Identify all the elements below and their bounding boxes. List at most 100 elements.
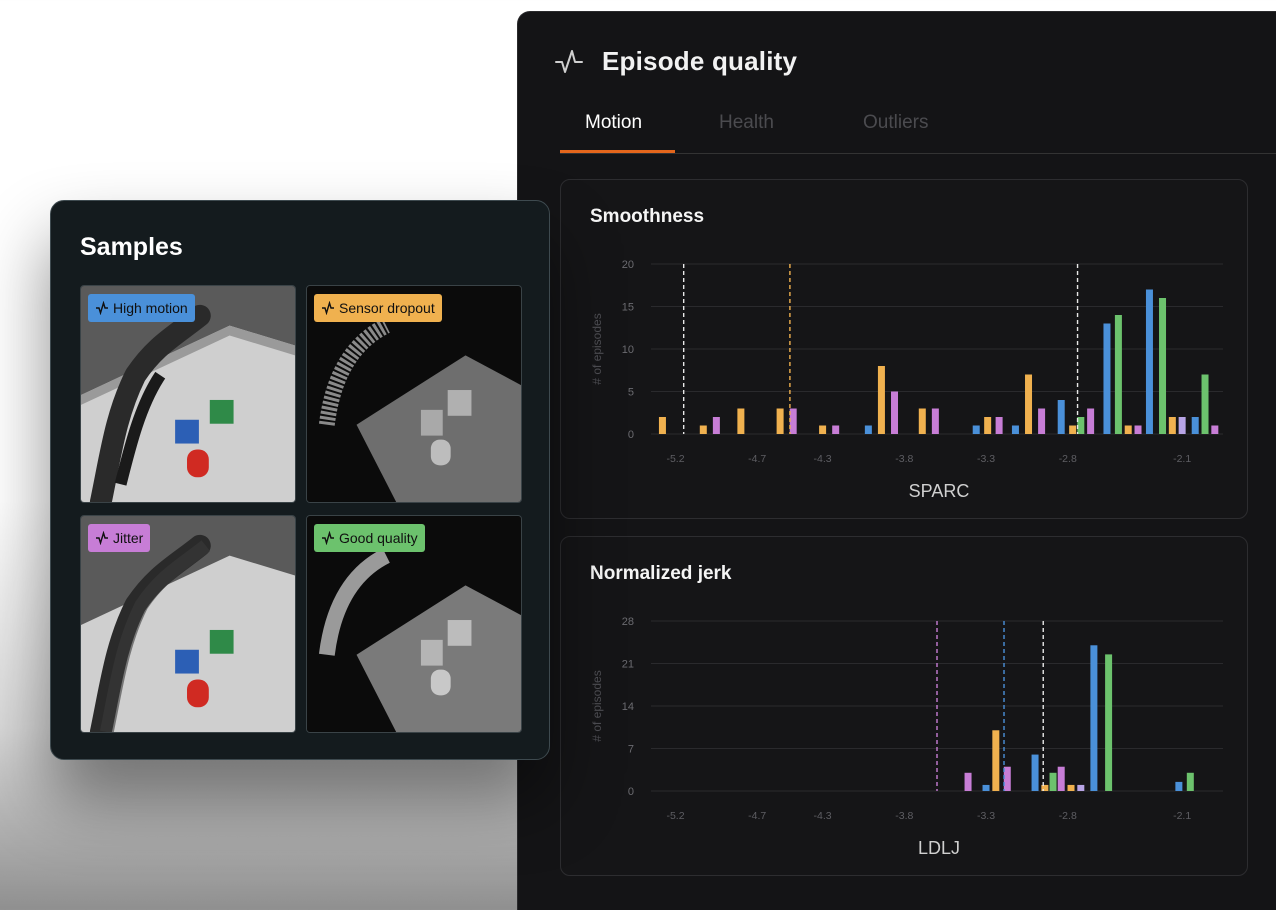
tab-health[interactable]: Health	[719, 112, 774, 133]
smoothness-chart: 0 5 10 15 20 # of episodes -5.2 -4.7 -4.3 -3.8 -3.…	[590, 259, 1223, 501]
activity-icon	[96, 301, 108, 315]
x-tick-label: -3.3	[977, 810, 995, 822]
tag-jitter: Jitter	[88, 524, 151, 552]
histogram-bar	[1186, 772, 1194, 791]
x-tick-label: -2.1	[1173, 810, 1191, 822]
tab-bar: Motion Health Outliers	[560, 102, 1276, 154]
histogram-bar	[1031, 754, 1039, 791]
histogram-bar	[1201, 374, 1209, 434]
x-tick-label: -5.2	[666, 810, 684, 822]
x-tick-label: -4.7	[748, 453, 766, 465]
x-tick-label: -3.3	[977, 453, 995, 465]
histogram-bar	[1003, 766, 1011, 791]
histogram-bar	[1175, 781, 1183, 791]
tag-high-motion: High motion	[88, 294, 195, 322]
histogram-bar	[1191, 417, 1199, 434]
histogram-bar	[699, 425, 707, 434]
smoothness-card: Smoothness 0 5 10 15 20 # of episodes -5.2 -4.7…	[560, 179, 1248, 519]
histogram-bar	[819, 425, 827, 434]
panel-header: Episode quality	[554, 46, 797, 77]
histogram-bar	[931, 408, 939, 434]
histogram-bar	[1134, 425, 1142, 434]
histogram-bar	[891, 391, 899, 434]
histogram-bar	[737, 408, 745, 434]
histogram-bar	[877, 366, 885, 434]
histogram-bar	[776, 408, 784, 434]
histogram-bar	[1090, 645, 1098, 791]
histogram-bar	[1105, 654, 1113, 791]
histogram-bar	[1057, 766, 1065, 791]
robot-camera-image	[81, 286, 295, 502]
tag-label: Good quality	[339, 530, 418, 546]
y-tick-label: 21	[622, 659, 634, 671]
y-tick-label: 0	[628, 786, 634, 798]
histogram-bar	[1145, 289, 1153, 434]
tag-good-quality: Good quality	[314, 524, 425, 552]
histogram-bar	[789, 408, 797, 434]
active-tab-indicator	[560, 150, 675, 153]
samples-panel: Samples High motion Sensor dro	[50, 200, 550, 760]
x-tick-label: -3.8	[895, 453, 913, 465]
y-axis-label: # of episodes	[590, 313, 604, 384]
histogram-bar	[712, 417, 720, 434]
histogram-bar	[1057, 400, 1065, 434]
y-tick-label: 10	[622, 344, 634, 356]
x-tick-label: -4.3	[814, 810, 832, 822]
histogram-bar	[964, 772, 972, 791]
depth-image	[307, 286, 521, 502]
robot-camera-image	[81, 516, 295, 732]
histogram-bar	[1211, 425, 1219, 434]
histogram-bar	[1011, 425, 1019, 434]
depth-image	[307, 516, 521, 732]
y-tick-label: 5	[628, 387, 634, 399]
x-axis-label: LDLJ	[918, 838, 960, 858]
histogram-bar	[918, 408, 926, 434]
y-tick-label: 28	[622, 616, 634, 628]
sample-tile-sensor-dropout[interactable]: Sensor dropout	[306, 285, 522, 503]
histogram-bar	[864, 425, 872, 434]
x-tick-label: -2.8	[1059, 453, 1077, 465]
histogram-bar	[1038, 408, 1046, 434]
sample-tile-good-quality[interactable]: Good quality	[306, 515, 522, 733]
y-tick-label: 14	[622, 701, 634, 713]
sample-tile-jitter[interactable]: Jitter	[80, 515, 296, 733]
histogram-bar	[1168, 417, 1176, 434]
histogram-bar	[1124, 425, 1132, 434]
panel-title: Episode quality	[602, 46, 798, 76]
activity-icon	[322, 301, 334, 315]
histogram-bar	[972, 425, 980, 434]
smoothness-title: Smoothness	[590, 206, 705, 227]
x-tick-label: -4.3	[814, 453, 832, 465]
histogram-bar	[658, 417, 666, 434]
tab-outliers[interactable]: Outliers	[863, 112, 929, 133]
jerk-card: Normalized jerk 0 7 14 21 28 # of episodes -5.…	[560, 536, 1248, 876]
x-axis-label: SPARC	[909, 481, 970, 501]
jerk-title: Normalized jerk	[590, 563, 732, 584]
y-tick-label: 0	[628, 429, 634, 441]
histogram-bar	[1049, 772, 1057, 791]
histogram-bar	[984, 417, 992, 434]
histogram-bar	[1178, 417, 1186, 434]
histogram-bar	[982, 784, 990, 791]
activity-icon	[555, 49, 583, 73]
histogram-bar	[1025, 374, 1033, 434]
tab-motion[interactable]: Motion	[585, 112, 643, 133]
histogram-bar	[1159, 298, 1167, 434]
tag-label: High motion	[113, 300, 188, 316]
tag-label: Jitter	[113, 530, 144, 546]
histogram-bar	[992, 730, 1000, 791]
x-tick-label: -3.8	[895, 810, 913, 822]
samples-title: Samples	[80, 233, 183, 261]
histogram-bar	[1103, 323, 1111, 434]
tag-label: Sensor dropout	[339, 300, 435, 316]
histogram-bar	[1077, 784, 1085, 791]
sample-tile-high-motion[interactable]: High motion	[80, 285, 296, 503]
histogram-bar	[1069, 425, 1077, 434]
y-tick-label: 20	[622, 259, 634, 271]
tag-sensor-dropout: Sensor dropout	[314, 294, 442, 322]
x-tick-label: -2.8	[1059, 810, 1077, 822]
x-tick-label: -5.2	[666, 453, 684, 465]
episode-quality-panel: Episode quality Motion Health Outliers S…	[518, 12, 1276, 910]
activity-icon	[322, 531, 334, 545]
y-axis-label: # of episodes	[590, 670, 604, 741]
